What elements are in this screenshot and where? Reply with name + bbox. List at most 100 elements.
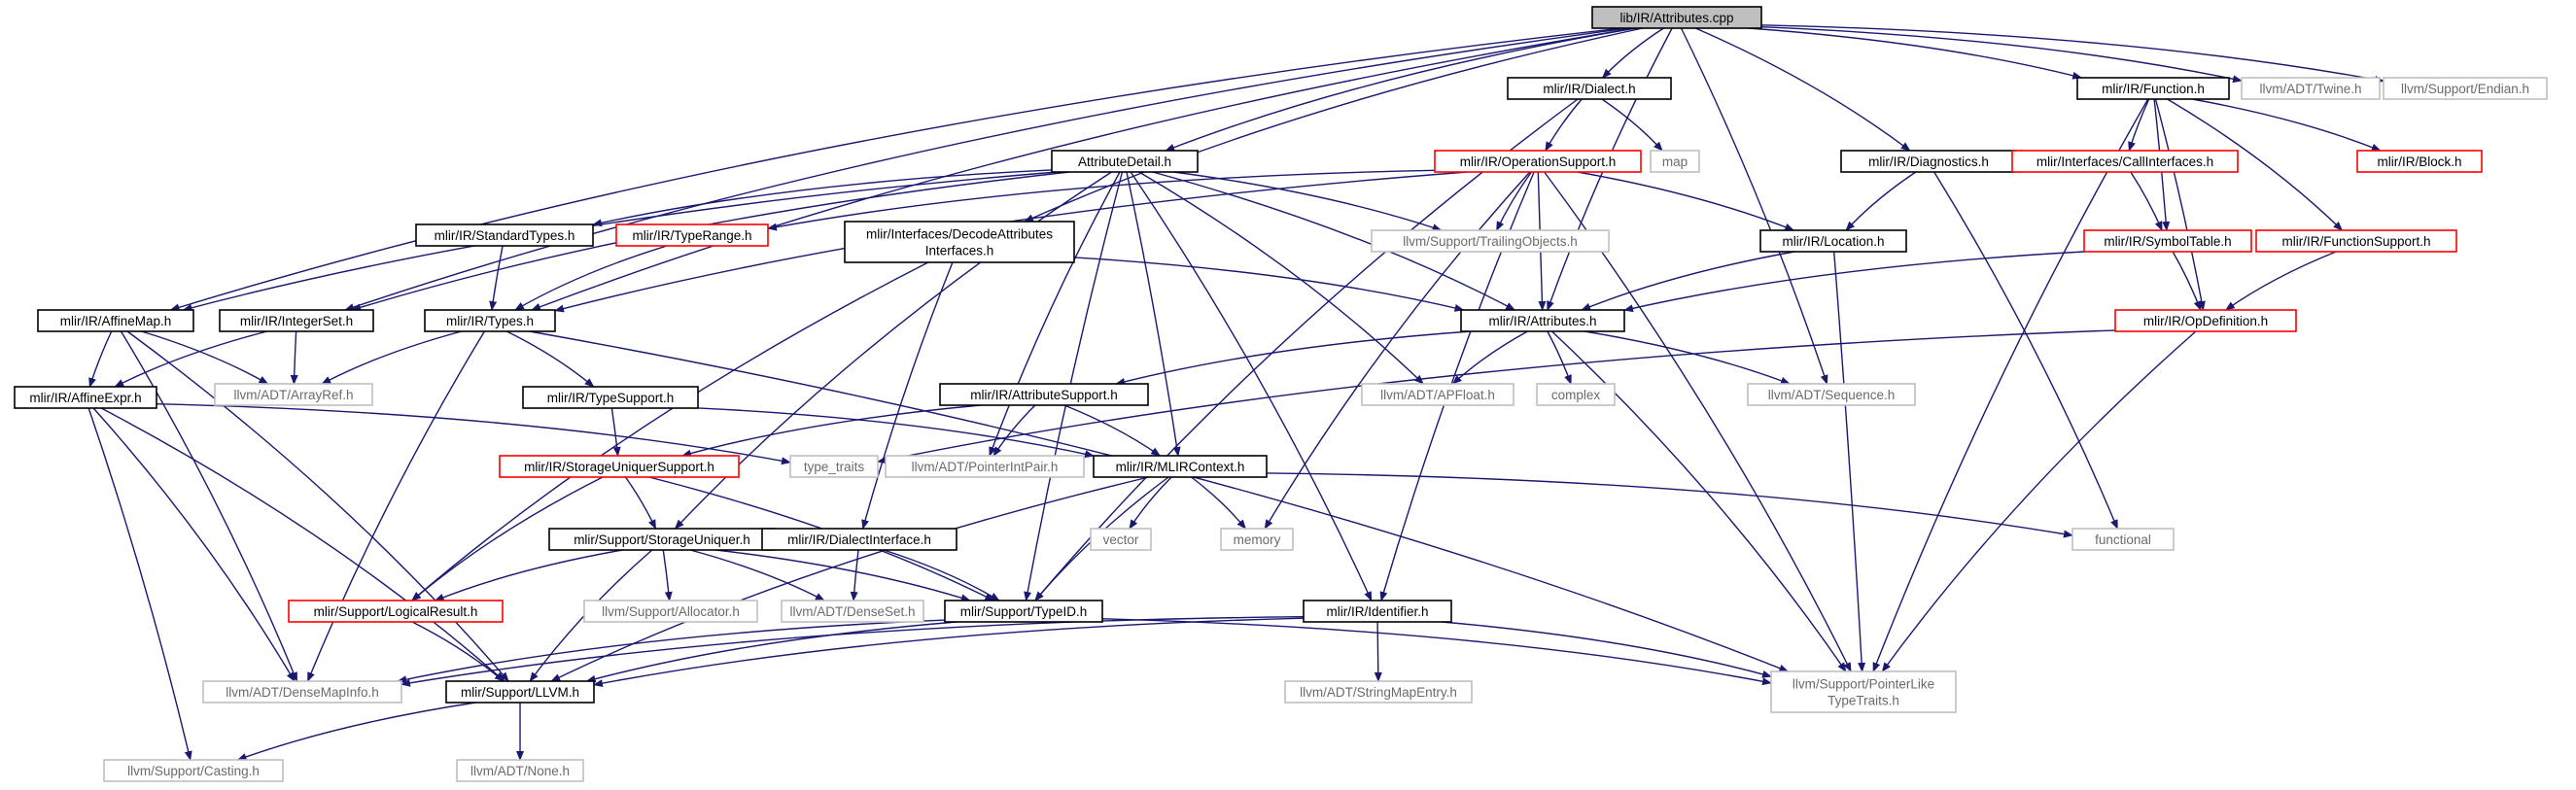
node-typerange[interactable]: mlir/IR/TypeRange.h (615, 223, 769, 247)
node-types[interactable]: mlir/IR/Types.h (424, 309, 556, 332)
edge-attributes-to-pointerlike (1551, 330, 1847, 672)
edge-integerset-to-arrayref (290, 330, 298, 385)
edge-identifier-to-llvmh (593, 617, 1305, 688)
node-denseset: llvm/ADT/DenseSet.h (781, 600, 924, 623)
edge-functionsupport-to-opdefinition (2224, 251, 2337, 311)
node-opsupport[interactable]: mlir/IR/OperationSupport.h (1434, 150, 1642, 173)
edge-opsupport-to-memory (1264, 171, 1531, 530)
node-storageuniqsupport[interactable]: mlir/IR/StorageUniquerSupport.h (499, 455, 740, 478)
node-storageuniquer[interactable]: mlir/Support/StorageUniquer.h (548, 528, 776, 551)
edge-typeid-to-llvmh (585, 621, 957, 683)
node-box-attrdetail (1051, 150, 1199, 173)
edge-root-to-decodeattr (1024, 27, 1644, 223)
edge-storageuniquer-to-typeid (715, 549, 971, 602)
node-integerset[interactable]: mlir/IR/IntegerSet.h (219, 309, 374, 332)
node-symboltable[interactable]: mlir/IR/SymbolTable.h (2083, 229, 2252, 253)
node-box-typeid (944, 600, 1103, 623)
node-callinterfaces[interactable]: mlir/Interfaces/CallInterfaces.h (2011, 150, 2239, 173)
edge-mlircontext-to-llvmh (550, 476, 1149, 682)
node-label-map: map (1662, 155, 1688, 169)
edge-decodeattr-to-attributes (1073, 257, 1465, 312)
node-label-denseset: llvm/ADT/DenseSet.h (789, 604, 915, 619)
node-label-affinemap: mlir/IR/AffineMap.h (60, 314, 172, 328)
edge-affinemap-to-arrayref (141, 330, 269, 385)
edge-root-to-function (1748, 27, 2083, 80)
node-standardtypes[interactable]: mlir/IR/StandardTypes.h (415, 223, 594, 247)
node-logicalresult[interactable]: mlir/Support/LogicalResult.h (288, 600, 504, 623)
node-typeid[interactable]: mlir/Support/TypeID.h (944, 600, 1103, 623)
node-trailingobjects: llvm/Support/TrailingObjects.h (1371, 229, 1610, 253)
node-llvmh[interactable]: mlir/Support/LLVM.h (445, 680, 595, 704)
node-opdefinition[interactable]: mlir/IR/OpDefinition.h (2114, 309, 2297, 332)
node-label-identifier: mlir/IR/Identifier.h (1326, 604, 1428, 619)
node-mlircontext[interactable]: mlir/IR/MLIRContext.h (1093, 455, 1268, 478)
node-box-allocator (583, 600, 758, 623)
node-label-stringmapentry: llvm/ADT/StringMapEntry.h (1300, 685, 1457, 700)
edge-attrdetail-to-mlircontext (1126, 171, 1181, 457)
edge-opsupport-to-location (1577, 171, 1795, 231)
edge-diagnostics-to-functional (1933, 171, 2118, 530)
edge-storageuniquer-to-allocator (662, 549, 673, 601)
node-block[interactable]: mlir/IR/Block.h (2356, 150, 2483, 173)
node-box-map (1650, 150, 1700, 173)
edge-attrdetail-to-pointerintpair (989, 171, 1121, 457)
node-box-vector (1090, 528, 1152, 551)
node-box-functional (2071, 528, 2175, 551)
edge-types-to-arrayref (321, 330, 462, 385)
node-affinemap[interactable]: mlir/IR/AffineMap.h (37, 309, 194, 332)
node-attributes[interactable]: mlir/IR/Attributes.h (1460, 309, 1625, 332)
node-label-none: llvm/ADT/None.h (470, 764, 570, 778)
node-sequence: llvm/ADT/Sequence.h (1747, 383, 1916, 406)
edge-logicalresult-to-llvmh (411, 621, 505, 682)
edge-mlircontext-to-memory (1191, 476, 1247, 530)
node-pointerlike: llvm/Support/PointerLike TypeTraits.h (1770, 670, 1957, 713)
edge-root-to-twine (1760, 26, 2243, 84)
edge-affineexpr-to-typetraits (156, 403, 791, 465)
node-box-dialect (1507, 77, 1672, 100)
node-label-function: mlir/IR/Function.h (2102, 82, 2205, 96)
node-memory: memory (1220, 528, 1294, 551)
edge-types-to-typesupport (505, 330, 595, 388)
node-affineexpr[interactable]: mlir/IR/AffineExpr.h (14, 386, 157, 409)
node-label-integerset: mlir/IR/IntegerSet.h (240, 314, 353, 328)
node-typesupport[interactable]: mlir/IR/TypeSupport.h (522, 386, 699, 409)
node-identifier[interactable]: mlir/IR/Identifier.h (1303, 600, 1452, 623)
node-label-storageuniqsupport: mlir/IR/StorageUniquerSupport.h (524, 460, 714, 474)
edge-attrsupport-to-pointerintpair (992, 404, 1036, 457)
node-root[interactable]: lib/IR/Attributes.cpp (1591, 6, 1762, 29)
node-densemapinfo: llvm/ADT/DenseMapInfo.h (202, 680, 402, 704)
node-box-arrayref (214, 383, 373, 406)
node-box-sequence (1747, 383, 1916, 406)
node-functionsupport[interactable]: mlir/IR/FunctionSupport.h (2255, 229, 2457, 253)
node-box-integerset (219, 309, 374, 332)
node-box-endian (2383, 77, 2548, 100)
node-decodeattr[interactable]: mlir/Interfaces/DecodeAttributes Interfac… (844, 221, 1075, 263)
edge-attributes-to-attrsupport (1115, 330, 1471, 386)
node-box-affineexpr (14, 386, 157, 409)
node-attrdetail[interactable]: AttributeDetail.h (1051, 150, 1199, 173)
node-attrsupport[interactable]: mlir/IR/AttributeSupport.h (939, 383, 1149, 406)
node-label-typerange: mlir/IR/TypeRange.h (632, 228, 751, 243)
edges-layer (87, 24, 2385, 761)
node-none: llvm/ADT/None.h (456, 759, 584, 782)
node-twine: llvm/ADT/Twine.h (2241, 77, 2381, 100)
edge-dialectinterface-to-typeid (883, 549, 1000, 601)
node-box-callinterfaces (2011, 150, 2239, 173)
edge-typerange-to-types (514, 245, 668, 311)
edge-affineexpr-to-llvmh (100, 407, 505, 682)
node-location[interactable]: mlir/IR/Location.h (1759, 229, 1907, 253)
edge-opsupport-to-trailingobjects (1495, 171, 1532, 231)
edge-storageuniquer-to-logicalresult (434, 549, 623, 601)
node-function[interactable]: mlir/IR/Function.h (2076, 77, 2230, 100)
node-label-pointerintpair: llvm/ADT/PointerIntPair.h (912, 460, 1059, 474)
node-dialectinterface[interactable]: mlir/IR/DialectInterface.h (761, 528, 957, 551)
node-typetraits: type_traits (789, 455, 879, 478)
edge-affineexpr-to-casting (87, 407, 192, 761)
node-label-trailingobjects: llvm/Support/TrailingObjects.h (1403, 234, 1578, 249)
node-box-densemapinfo (202, 680, 402, 704)
node-diagnostics[interactable]: mlir/IR/Diagnostics.h (1840, 150, 2017, 173)
edge-location-to-pointerlike (1833, 251, 1866, 672)
edge-attrdetail-to-trailingobjects (1173, 171, 1443, 231)
node-dialect[interactable]: mlir/IR/Dialect.h (1507, 77, 1672, 100)
edge-symboltable-to-attributes (1623, 251, 2085, 313)
